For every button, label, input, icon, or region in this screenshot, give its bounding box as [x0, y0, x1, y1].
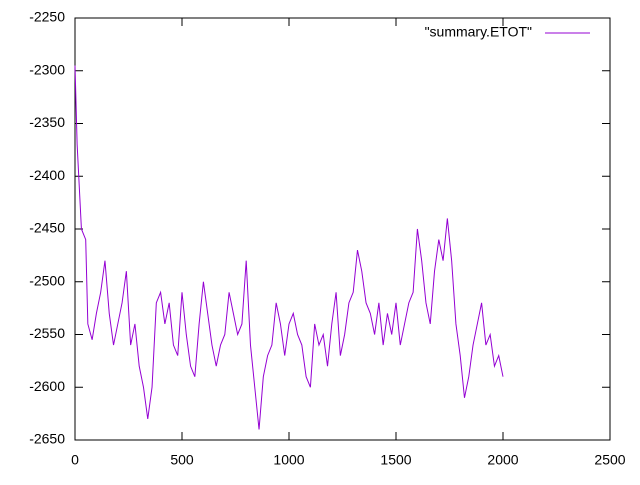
x-tick-label: 500 — [170, 452, 194, 468]
y-tick-label: -2450 — [29, 220, 65, 236]
plot-border — [74, 17, 611, 441]
legend-label: "summary.ETOT" — [425, 24, 532, 40]
y-tick-label: -2250 — [29, 9, 65, 25]
x-tick-label: 0 — [71, 452, 79, 468]
data-line — [74, 65, 504, 430]
y-tick-label: -2600 — [29, 378, 65, 394]
y-tick-label: -2650 — [29, 431, 65, 447]
y-tick-label: -2500 — [29, 272, 65, 288]
y-tick-label: -2550 — [29, 325, 65, 341]
x-tick-label: 2500 — [594, 452, 625, 468]
y-tick-label: -2400 — [29, 167, 65, 183]
x-tick-label: 2000 — [487, 452, 518, 468]
x-tick-label: 1500 — [380, 452, 411, 468]
x-tick-label: 1000 — [273, 452, 304, 468]
y-tick-label: -2300 — [29, 61, 65, 77]
y-tick-label: -2350 — [29, 114, 65, 130]
